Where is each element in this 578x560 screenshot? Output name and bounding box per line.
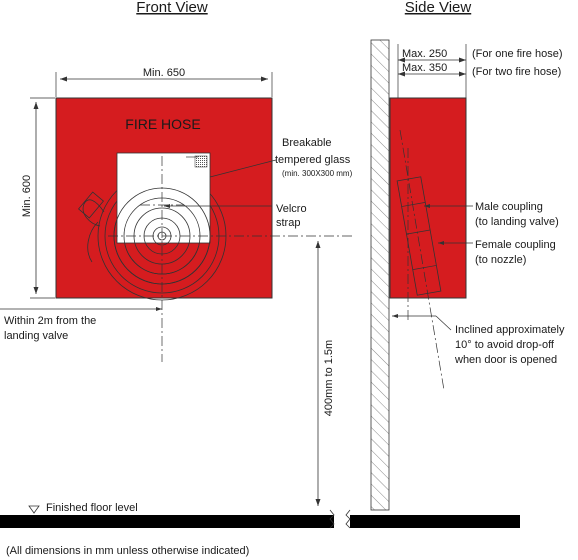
hose-coupling bbox=[78, 191, 104, 219]
mount-height-dimension bbox=[315, 241, 321, 506]
glass-label-3: (min. 300X300 mm) bbox=[282, 169, 353, 178]
front-view-heading: Front View bbox=[136, 0, 208, 16]
depth-two-label: Max. 350 bbox=[402, 62, 447, 74]
floor-slab bbox=[0, 509, 520, 529]
depth-one-label: Max. 250 bbox=[402, 48, 447, 60]
floor-marker-icon bbox=[28, 505, 40, 514]
glass-leader bbox=[209, 159, 277, 178]
floor-label: Finished floor level bbox=[46, 502, 138, 514]
depth-one-note: (For one fire hose) bbox=[472, 48, 562, 60]
incline-label-1: Inclined approximately bbox=[455, 324, 565, 336]
incline-leader bbox=[435, 315, 452, 331]
male-label-1: Male coupling bbox=[475, 201, 543, 213]
mount-height-label: 400mm to 1.5m bbox=[323, 340, 335, 416]
wall-section bbox=[370, 39, 390, 511]
incline-label-2: 10° to avoid drop-off bbox=[455, 339, 555, 351]
width-label: Min. 650 bbox=[143, 67, 185, 79]
within-label-1: Within 2m from the bbox=[4, 315, 96, 327]
height-dimension bbox=[30, 97, 55, 299]
female-label-1: Female coupling bbox=[475, 239, 556, 251]
cabinet-side bbox=[389, 97, 467, 299]
male-label-2: (to landing valve) bbox=[475, 216, 559, 228]
glass-label-1: Breakable bbox=[282, 137, 332, 149]
depth-two-note: (For two fire hose) bbox=[472, 66, 561, 78]
hose-reel-side bbox=[396, 176, 442, 296]
velcro-label-1: Velcro bbox=[276, 203, 307, 215]
incline-label-3: when door is opened bbox=[454, 354, 557, 366]
width-dimension bbox=[55, 72, 273, 97]
cabinet-label: FIRE HOSE bbox=[125, 116, 200, 132]
glass-label-2: tempered glass bbox=[275, 154, 351, 166]
velcro-label-2: strap bbox=[276, 217, 300, 229]
break-glass-corner bbox=[194, 155, 208, 168]
side-view-heading: Side View bbox=[405, 0, 472, 16]
female-label-2: (to nozzle) bbox=[475, 254, 526, 266]
footnote: (All dimensions in mm unless otherwise i… bbox=[6, 545, 249, 557]
height-label: Min. 600 bbox=[21, 175, 33, 217]
depth-dimension bbox=[397, 44, 467, 98]
within-label-2: landing valve bbox=[4, 330, 68, 342]
